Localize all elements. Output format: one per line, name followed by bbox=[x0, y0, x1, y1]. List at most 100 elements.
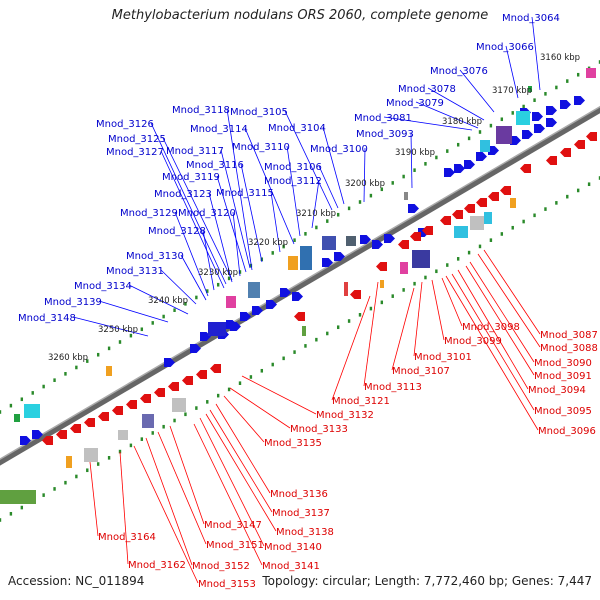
forward-gene-label: Mnod_3125 bbox=[108, 134, 166, 145]
forward-gene-arrow bbox=[334, 252, 345, 261]
outer-tick-mark bbox=[64, 372, 67, 376]
outer-tick-mark bbox=[413, 168, 416, 172]
inner-tick-mark bbox=[96, 462, 100, 466]
forward-gene-block bbox=[208, 322, 226, 336]
forward-gene-arrow bbox=[360, 235, 371, 244]
inner-tick-mark bbox=[544, 207, 547, 211]
forward-gene-leader bbox=[244, 127, 295, 245]
inner-tick-mark bbox=[555, 201, 558, 205]
reverse-gene-block bbox=[484, 212, 492, 224]
forward-gene-label: Mnod_3079 bbox=[386, 98, 444, 109]
outer-tick-mark bbox=[107, 346, 111, 351]
reverse-gene-label: Mnod_3121 bbox=[332, 396, 390, 407]
forward-gene-leader bbox=[216, 175, 247, 273]
outer-tick-mark bbox=[118, 340, 122, 344]
outer-tick-mark bbox=[369, 193, 373, 198]
reverse-gene-label: Mnod_3140 bbox=[264, 542, 322, 553]
outer-tick-mark bbox=[566, 79, 569, 83]
inner-tick-mark bbox=[358, 313, 362, 317]
reverse-gene-leader bbox=[413, 281, 423, 357]
forward-gene-leader bbox=[505, 45, 519, 99]
inner-tick-mark bbox=[456, 257, 460, 261]
reverse-gene-label: Mnod_3101 bbox=[414, 352, 472, 363]
inner-tick-mark bbox=[489, 238, 493, 242]
reverse-gene-label: Mnod_3137 bbox=[272, 508, 330, 519]
forward-gene-block bbox=[300, 246, 312, 270]
outer-tick-mark bbox=[151, 321, 154, 325]
reverse-gene-label: Mnod_3135 bbox=[264, 438, 322, 449]
reverse-gene-block bbox=[66, 456, 72, 468]
forward-gene-leader bbox=[318, 165, 339, 209]
inner-tick-mark bbox=[326, 331, 329, 336]
forward-gene-arrow bbox=[534, 124, 545, 133]
forward-gene-arrow bbox=[476, 152, 487, 161]
scale-tick-label: 3170 kbp bbox=[492, 86, 532, 96]
reverse-gene-leader bbox=[445, 275, 539, 431]
outer-tick-mark bbox=[402, 174, 405, 179]
reverse-gene-arrow bbox=[294, 312, 305, 321]
reverse-gene-label: Mnod_3088 bbox=[540, 343, 598, 354]
reverse-gene-label: Mnod_3138 bbox=[276, 527, 334, 538]
forward-gene-leader bbox=[220, 149, 251, 269]
outer-tick-mark bbox=[216, 282, 220, 287]
reverse-gene-arrow bbox=[376, 262, 387, 271]
reverse-gene-arrow bbox=[574, 140, 585, 149]
inner-tick-mark bbox=[598, 176, 600, 180]
reverse-gene-arrow bbox=[500, 186, 511, 195]
outer-tick-mark bbox=[238, 270, 242, 274]
reverse-gene-leader bbox=[193, 423, 263, 566]
forward-gene-leader bbox=[363, 147, 366, 203]
forward-gene-leader bbox=[459, 69, 495, 113]
reverse-gene-arrow bbox=[182, 376, 193, 385]
reverse-gene-arrow bbox=[98, 412, 109, 421]
inner-tick-mark bbox=[173, 418, 176, 423]
reverse-gene-leader bbox=[465, 265, 535, 376]
reverse-gene-leader bbox=[119, 451, 129, 565]
reverse-gene-label: Mnod_3151 bbox=[206, 540, 264, 551]
forward-gene-block bbox=[516, 111, 530, 125]
reverse-gene-arrow bbox=[476, 198, 487, 207]
reverse-gene-arrow bbox=[140, 394, 151, 403]
forward-gene-block bbox=[528, 86, 532, 92]
forward-gene-leader bbox=[98, 300, 169, 323]
forward-gene-arrow bbox=[322, 258, 333, 267]
reverse-gene-label: Mnod_3136 bbox=[270, 489, 328, 500]
outer-tick-mark bbox=[522, 104, 525, 109]
reverse-gene-leader bbox=[431, 279, 445, 341]
reverse-gene-arrow bbox=[70, 424, 81, 433]
reverse-gene-arrow bbox=[350, 290, 361, 299]
forward-gene-leader bbox=[270, 191, 281, 253]
inner-tick-mark bbox=[347, 319, 351, 323]
forward-gene-arrow bbox=[190, 344, 201, 353]
forward-gene-arrow bbox=[488, 146, 499, 155]
reverse-gene-leader bbox=[89, 461, 99, 537]
reverse-gene-arrow bbox=[410, 232, 421, 241]
reverse-gene-arrow bbox=[154, 388, 165, 397]
forward-gene-block bbox=[106, 366, 112, 376]
inner-tick-mark bbox=[118, 449, 122, 454]
reverse-gene-label: Mnod_3132 bbox=[316, 410, 374, 421]
forward-gene-leader bbox=[383, 116, 473, 131]
reverse-gene-label: Mnod_3098 bbox=[462, 322, 520, 333]
forward-gene-block bbox=[480, 140, 490, 152]
forward-gene-label: Mnod_3110 bbox=[232, 142, 290, 153]
forward-gene-label: Mnod_3129 bbox=[120, 208, 178, 219]
forward-gene-arrow bbox=[252, 306, 263, 315]
reverse-gene-block bbox=[172, 398, 186, 412]
reverse-gene-label: Mnod_3094 bbox=[528, 385, 586, 396]
reverse-gene-label: Mnod_3113 bbox=[364, 382, 422, 393]
scale-tick-label: 3200 kbp bbox=[345, 179, 385, 189]
reverse-gene-arrow bbox=[56, 430, 67, 439]
reverse-gene-leader bbox=[157, 431, 207, 545]
outer-tick-mark bbox=[489, 123, 493, 128]
outer-tick-mark bbox=[293, 238, 296, 242]
forward-gene-label: Mnod_3131 bbox=[106, 266, 164, 277]
outer-tick-mark bbox=[184, 302, 187, 306]
reverse-gene-label: Mnod_3164 bbox=[98, 532, 156, 543]
outer-tick-mark bbox=[53, 378, 56, 382]
outer-tick-mark bbox=[249, 263, 253, 268]
outer-tick-mark bbox=[533, 98, 536, 102]
reverse-gene-label: Mnod_3096 bbox=[538, 426, 596, 437]
